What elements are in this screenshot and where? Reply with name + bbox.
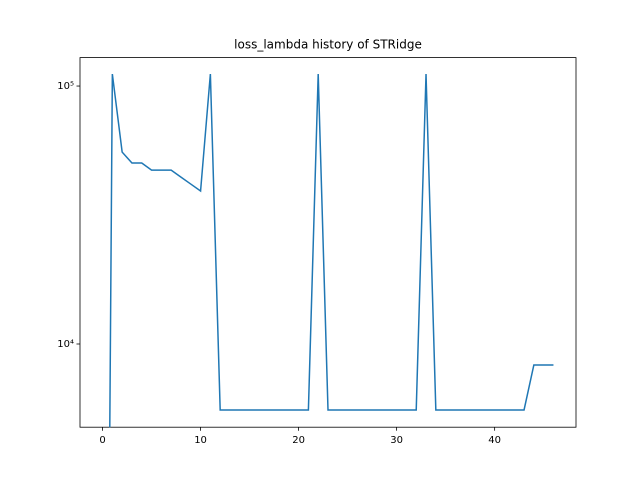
y-tick-label: 10⁵ xyxy=(57,81,74,92)
x-tick-label: 20 xyxy=(292,435,305,446)
chart-title: loss_lambda history of STRidge xyxy=(234,38,422,52)
axes-frame xyxy=(79,57,577,428)
line xyxy=(109,73,554,428)
x-tick-label: 40 xyxy=(488,435,501,446)
y-tick-label: 10⁴ xyxy=(57,339,74,350)
x-tick-label: 10 xyxy=(194,435,207,446)
x-tick-label: 0 xyxy=(99,435,105,446)
x-tick-label: 30 xyxy=(390,435,403,446)
